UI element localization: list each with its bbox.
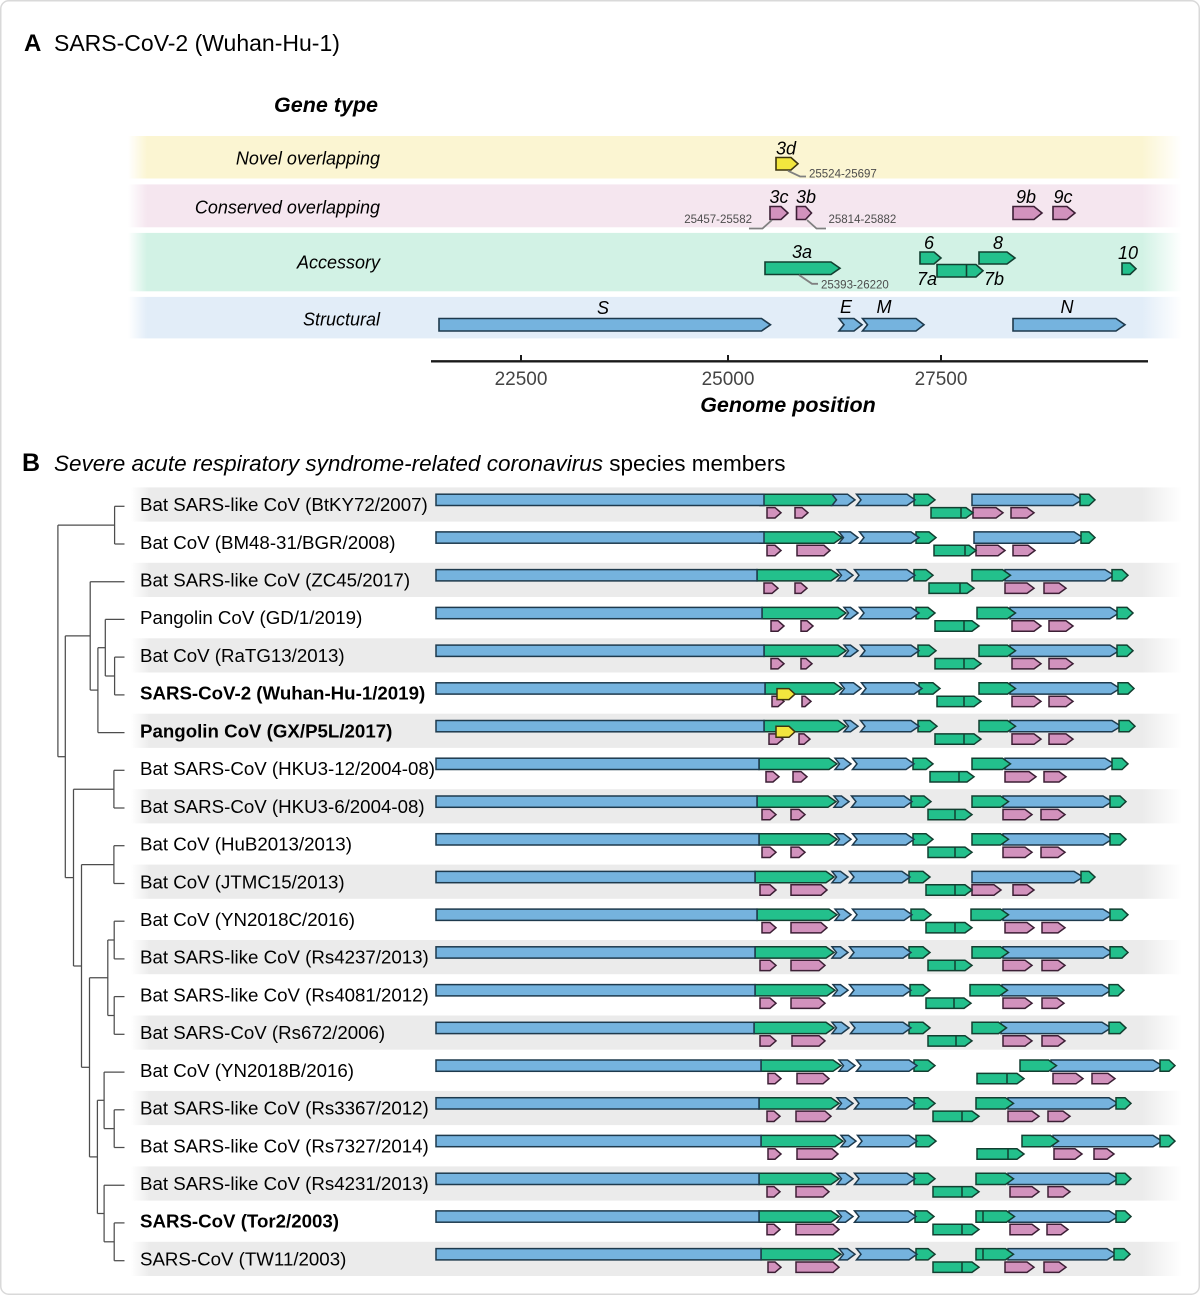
svg-text:Bat SARS-like CoV (Rs3367/2012: Bat SARS-like CoV (Rs3367/2012): [140, 1098, 429, 1119]
svg-text:8: 8: [993, 233, 1003, 253]
svg-text:Severe acute respiratory syndr: Severe acute respiratory syndrome-relate…: [54, 451, 786, 476]
svg-text:Gene type: Gene type: [274, 93, 378, 117]
svg-text:A: A: [24, 30, 41, 57]
svg-text:7b: 7b: [984, 269, 1004, 289]
svg-text:S: S: [597, 298, 609, 318]
svg-text:Pangolin CoV (GD/1/2019): Pangolin CoV (GD/1/2019): [140, 607, 362, 628]
svg-text:Bat CoV (BM48-31/BGR/2008): Bat CoV (BM48-31/BGR/2008): [140, 532, 396, 553]
svg-text:B: B: [22, 449, 40, 477]
svg-text:Conserved overlapping: Conserved overlapping: [195, 198, 380, 218]
svg-text:27500: 27500: [915, 369, 968, 390]
svg-text:Bat SARS-like CoV (Rs7327/2014: Bat SARS-like CoV (Rs7327/2014): [140, 1135, 429, 1156]
svg-text:Bat SARS-CoV (HKU3-12/2004-08): Bat SARS-CoV (HKU3-12/2004-08): [140, 758, 435, 779]
svg-text:Genome position: Genome position: [700, 393, 876, 417]
svg-text:SARS-CoV (Tor2/2003): SARS-CoV (Tor2/2003): [140, 1211, 339, 1232]
svg-text:Bat CoV (YN2018C/2016): Bat CoV (YN2018C/2016): [140, 909, 355, 930]
svg-text:6: 6: [924, 233, 935, 253]
svg-text:Bat SARS-like CoV (BtKY72/2007: Bat SARS-like CoV (BtKY72/2007): [140, 494, 428, 515]
svg-text:SARS-CoV-2 (Wuhan-Hu-1/2019): SARS-CoV-2 (Wuhan-Hu-1/2019): [140, 683, 425, 704]
svg-text:3a: 3a: [792, 242, 812, 262]
svg-text:25000: 25000: [702, 369, 755, 390]
svg-text:SARS-CoV-2 (Wuhan-Hu-1): SARS-CoV-2 (Wuhan-Hu-1): [54, 30, 340, 56]
svg-text:9b: 9b: [1016, 187, 1036, 207]
svg-text:3c: 3c: [769, 187, 788, 207]
svg-text:Accessory: Accessory: [296, 253, 381, 273]
svg-text:Structural: Structural: [303, 310, 381, 330]
svg-text:7a: 7a: [917, 269, 937, 289]
svg-text:E: E: [840, 297, 853, 317]
svg-text:Bat CoV (YN2018B/2016): Bat CoV (YN2018B/2016): [140, 1060, 354, 1081]
svg-text:10: 10: [1118, 243, 1138, 263]
svg-text:9c: 9c: [1053, 187, 1072, 207]
svg-text:25393-26220: 25393-26220: [821, 280, 889, 292]
svg-text:N: N: [1061, 297, 1075, 317]
svg-text:22500: 22500: [495, 369, 548, 390]
svg-text:Bat CoV (HuB2013/2013): Bat CoV (HuB2013/2013): [140, 834, 352, 855]
svg-text:Bat SARS-like CoV (Rs4081/2012: Bat SARS-like CoV (Rs4081/2012): [140, 984, 429, 1005]
svg-text:M: M: [877, 297, 892, 317]
svg-text:Bat SARS-CoV (HKU3-6/2004-08): Bat SARS-CoV (HKU3-6/2004-08): [140, 796, 425, 817]
svg-text:SARS-CoV (TW11/2003): SARS-CoV (TW11/2003): [140, 1249, 346, 1270]
svg-text:Pangolin CoV (GX/P5L/2017): Pangolin CoV (GX/P5L/2017): [140, 720, 392, 741]
svg-text:25457-25582: 25457-25582: [684, 214, 752, 226]
svg-text:Bat CoV (JTMC15/2013): Bat CoV (JTMC15/2013): [140, 871, 345, 892]
svg-text:3d: 3d: [776, 139, 797, 159]
svg-text:3b: 3b: [796, 187, 816, 207]
svg-text:Bat SARS-CoV (Rs672/2006): Bat SARS-CoV (Rs672/2006): [140, 1022, 385, 1043]
svg-text:Bat CoV (RaTG13/2013): Bat CoV (RaTG13/2013): [140, 645, 345, 666]
svg-text:Bat SARS-like CoV (Rs4237/2013: Bat SARS-like CoV (Rs4237/2013): [140, 947, 429, 968]
svg-text:Bat SARS-like CoV (ZC45/2017): Bat SARS-like CoV (ZC45/2017): [140, 570, 410, 591]
svg-text:25524-25697: 25524-25697: [809, 169, 877, 181]
svg-text:Bat SARS-like CoV (Rs4231/2013: Bat SARS-like CoV (Rs4231/2013): [140, 1173, 429, 1194]
svg-text:Novel overlapping: Novel overlapping: [236, 149, 380, 169]
svg-text:25814-25882: 25814-25882: [829, 214, 897, 226]
